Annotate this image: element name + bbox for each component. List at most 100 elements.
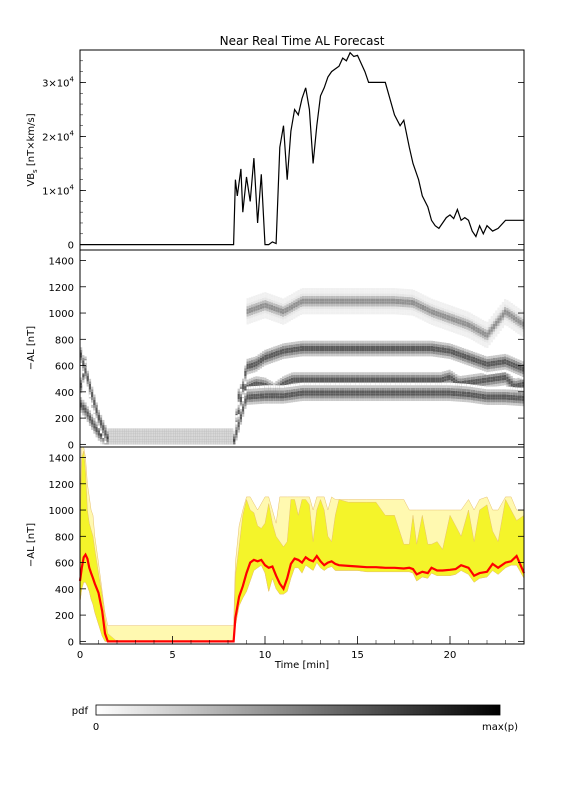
pdf-cell [82,410,85,413]
pdf-cell [421,304,425,308]
pdf-cell [430,356,433,360]
pdf-cell [268,350,271,354]
pdf-cell [239,396,243,400]
pdf-cell [379,377,382,381]
pdf-cell [246,402,249,405]
pdf-cell [186,438,189,442]
pdf-cell [510,375,513,379]
pdf-cell [115,433,118,437]
pdf-cell [428,300,431,303]
pdf-cell [397,298,400,302]
pdf-cell [155,438,158,442]
pdf-cell [339,301,342,304]
pdf-cell [319,395,322,399]
pdf-cell [364,303,367,307]
pdf-cell [475,316,478,319]
pdf-cell [468,382,471,386]
pdf-cell [501,399,505,403]
pdf-cell [262,401,265,404]
pdf-cell [359,309,362,312]
pdf-cell [273,349,276,352]
pdf-cell [488,391,491,395]
pdf-cell [492,323,496,327]
pdf-cell [446,342,449,346]
pdf-cell [248,305,251,308]
pdf-cell [435,374,438,378]
pdf-cell [348,295,351,299]
pdf-cell [437,352,440,355]
pdf-cell [450,305,453,309]
pdf-cell [324,382,327,386]
pdf-cell [448,369,451,373]
pdf-cell [439,377,442,381]
pdf-cell [417,369,420,373]
pdf-cell [401,401,405,404]
pdf-cell [290,312,294,315]
pdf-cell [461,401,465,405]
pdf-cell [446,304,449,307]
pdf-cell [506,381,509,385]
pdf-cell [164,428,167,432]
pdf-cell [499,389,502,392]
pdf-cell [401,372,405,375]
pdf-cell [324,390,327,394]
pdf-cell [373,337,376,341]
pdf-cell [408,302,411,305]
pdf-cell [428,308,431,311]
pdf-cell [257,398,260,402]
pdf-cell [357,382,360,386]
pdf-cell [413,297,416,301]
pdf-cell [466,329,469,333]
pdf-cell [99,436,103,440]
pdf-cell [266,378,269,382]
pdf-cell [242,391,245,395]
pdf-cell [448,353,451,357]
pdf-cell [419,395,422,399]
pdf-cell [501,364,505,368]
pdf-cell [439,372,442,375]
pdf-cell [304,398,307,402]
pdf-cell [328,340,331,344]
pdf-cell [135,428,138,432]
pdf-cell [399,291,402,294]
pdf-cell [408,340,411,344]
pdf-cell [415,306,418,310]
pdf-cell [82,377,85,381]
pdf-cell [304,348,307,352]
pdf-cell [297,356,300,360]
pdf-cell [504,389,507,392]
pdf-cell [401,288,405,292]
pdf-cell [286,395,289,398]
pdf-cell [448,385,451,388]
pdf-cell [364,356,367,360]
pdf-cell [275,383,278,387]
pdf-cell [461,317,465,321]
pdf-cell [490,399,493,403]
pdf-cell [102,430,105,433]
pdf-cell [284,300,287,303]
pdf-cell [515,400,518,404]
pdf-cell [397,398,400,402]
pdf-cell [335,288,338,291]
pdf-cell [435,343,438,347]
pdf-cell [306,369,309,373]
pdf-cell [419,293,422,296]
pdf-cell [492,384,496,387]
pdf-cell [186,431,189,435]
pdf-cell [304,395,307,399]
pdf-cell [437,322,440,325]
pdf-cell [239,408,243,412]
pdf-cell [472,330,476,334]
pdf-cell [430,387,433,391]
pdf-cell [266,306,269,309]
pdf-cell [286,301,289,305]
pdf-cell [304,345,307,349]
pdf-cell [459,352,462,355]
pdf-cell [413,401,416,404]
pdf-cell [108,438,112,442]
pdf-cell [339,353,342,357]
pdf-cell [375,351,378,354]
pdf-cell [419,348,422,352]
pdf-cell [355,295,358,299]
pdf-cell [297,346,300,349]
